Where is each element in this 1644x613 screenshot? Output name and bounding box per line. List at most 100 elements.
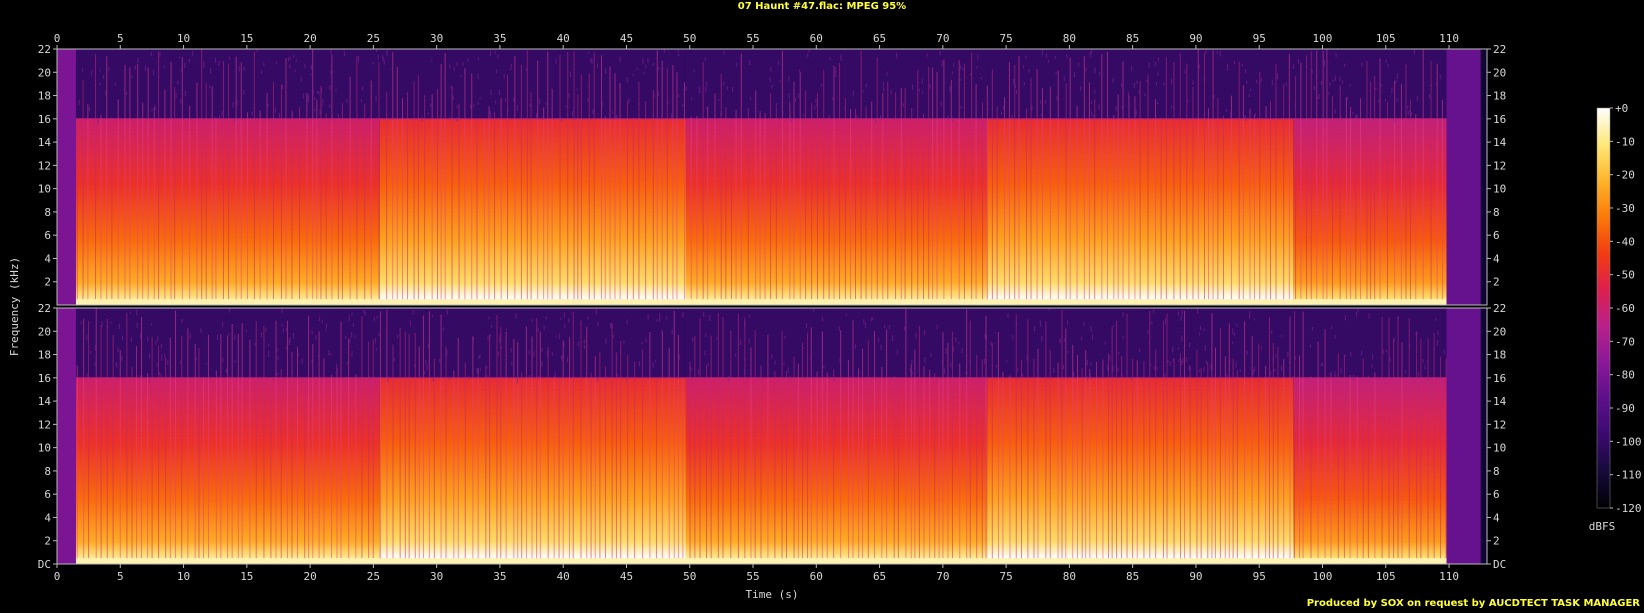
speck (580, 110, 582, 113)
colorbar-tick-label: -60 (1615, 302, 1635, 315)
speck (569, 350, 571, 354)
speck (510, 348, 512, 353)
speck (1189, 342, 1191, 348)
spectrogram-segment (685, 308, 988, 564)
speck (638, 102, 640, 106)
speck (699, 88, 701, 94)
speck (1197, 308, 1199, 314)
spectrogram-segment (1293, 308, 1447, 564)
speck (325, 323, 327, 329)
speck (835, 71, 837, 78)
speck (697, 369, 699, 375)
speck (740, 339, 742, 346)
speck (137, 58, 139, 64)
speck (705, 333, 707, 338)
speck (243, 66, 245, 71)
speck (310, 73, 312, 76)
speck (495, 100, 497, 104)
speck (478, 355, 480, 360)
speck (292, 332, 294, 339)
speck (1041, 49, 1043, 55)
speck (541, 347, 543, 352)
speck (656, 112, 658, 118)
speck (1204, 75, 1206, 82)
speck (277, 372, 279, 376)
speck (924, 329, 926, 336)
speck (1437, 330, 1439, 335)
speck (1039, 320, 1041, 327)
speck (1211, 346, 1213, 350)
speck (1181, 335, 1183, 342)
speck (221, 111, 223, 117)
speck (1094, 89, 1096, 94)
speck (1006, 360, 1008, 363)
speck (1232, 364, 1234, 368)
speck (218, 115, 220, 119)
speck (260, 332, 262, 338)
speck (656, 319, 658, 323)
y-tick-label-left: 14 (38, 136, 52, 149)
speck (856, 115, 858, 121)
speck (535, 112, 537, 118)
speck (592, 109, 594, 115)
speck (394, 357, 396, 362)
speck (1115, 363, 1117, 367)
speck (121, 355, 123, 362)
speck (510, 67, 512, 71)
y-tick-label-right: 8 (1493, 206, 1500, 219)
speck (852, 90, 854, 97)
speck (551, 352, 553, 356)
speck (1439, 74, 1441, 80)
speck (1361, 62, 1363, 67)
speck (351, 312, 353, 316)
speck (1028, 68, 1030, 73)
speck (564, 323, 566, 329)
speck (537, 328, 539, 332)
x-tick-label-bottom: 60 (810, 570, 823, 583)
speck (840, 55, 842, 61)
speck (386, 318, 388, 323)
speck (375, 95, 377, 101)
speck (1080, 86, 1082, 91)
speck (1397, 316, 1399, 321)
speck (86, 334, 88, 340)
y-tick-label-left: 4 (44, 252, 51, 265)
speck (1148, 62, 1150, 69)
speck (160, 373, 162, 379)
speck (1164, 318, 1166, 324)
speck (1415, 331, 1417, 336)
speck (282, 85, 284, 90)
speck (439, 358, 441, 363)
speck (294, 69, 296, 73)
speck (720, 112, 722, 116)
speck (329, 104, 331, 108)
speck (1405, 370, 1407, 373)
speck (1163, 82, 1165, 86)
speck (1092, 334, 1094, 340)
speck (1254, 366, 1256, 372)
speck (1090, 111, 1092, 116)
speck (1115, 105, 1117, 112)
speck (1413, 49, 1415, 55)
speck (1349, 84, 1351, 87)
speck (822, 317, 824, 320)
speck (839, 357, 841, 363)
speck (1022, 65, 1024, 69)
speck (300, 76, 302, 82)
speck (1393, 337, 1395, 343)
speck (667, 101, 669, 104)
speck (1248, 93, 1250, 98)
speck (671, 329, 673, 335)
speck (452, 95, 454, 100)
y-tick-label-left: 6 (44, 229, 51, 242)
speck (1078, 62, 1080, 67)
speck (1249, 310, 1251, 315)
spectrogram-marks (57, 49, 1481, 564)
y-tick-label-right: 16 (1493, 113, 1506, 126)
speck (1205, 50, 1207, 55)
speck (209, 85, 211, 89)
x-tick-label-top: 90 (1189, 32, 1202, 45)
speck (955, 336, 957, 343)
speck (685, 86, 687, 91)
spectrogram-segment (57, 49, 76, 305)
